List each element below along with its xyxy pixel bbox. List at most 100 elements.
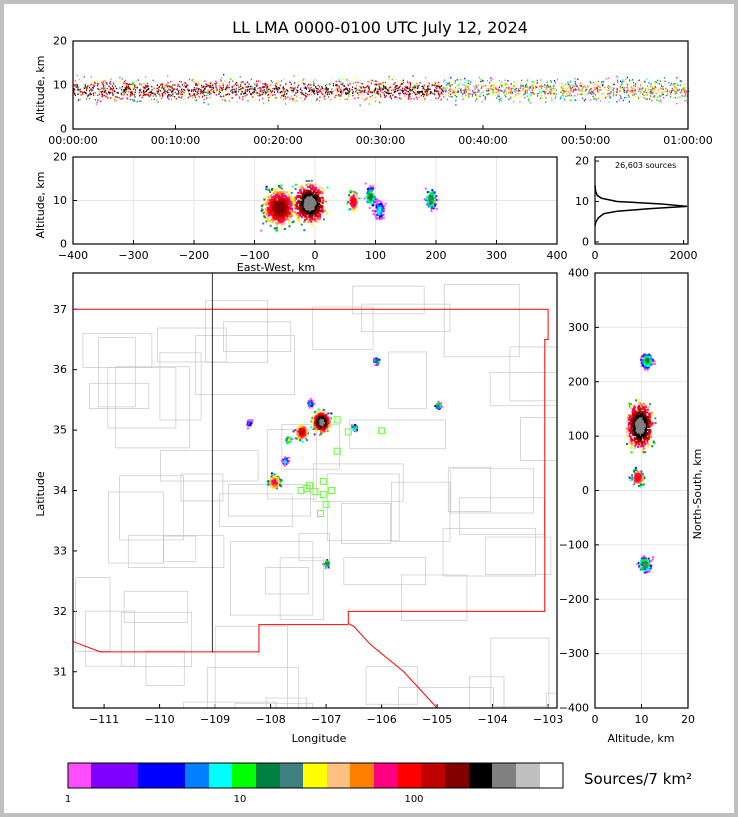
density-cell <box>447 82 449 85</box>
density-cell <box>655 93 657 96</box>
density-cell <box>384 202 387 205</box>
density-cell <box>271 221 274 224</box>
density-cell <box>658 90 660 93</box>
density-cell <box>357 81 359 84</box>
density-cell <box>388 78 390 80</box>
density-cell <box>247 85 250 88</box>
density-cell <box>489 89 491 91</box>
density-cell <box>116 96 118 98</box>
density-cell <box>465 94 467 96</box>
density-cell <box>312 191 315 194</box>
density-cell <box>322 408 325 411</box>
density-cell <box>185 82 187 85</box>
density-cell <box>397 87 399 89</box>
density-cell <box>368 197 371 200</box>
density-cell <box>326 88 328 90</box>
county-border <box>127 534 225 568</box>
density-cell <box>323 429 326 432</box>
density-cell <box>308 87 310 89</box>
density-cell <box>680 80 682 83</box>
density-cell <box>579 85 581 87</box>
density-cell <box>280 221 283 224</box>
density-cell <box>683 87 685 89</box>
density-cell <box>187 96 190 99</box>
density-cell <box>299 209 302 211</box>
density-cell <box>347 84 349 87</box>
density-cell <box>370 193 373 196</box>
density-cell <box>327 412 330 415</box>
density-cell <box>630 86 632 88</box>
density-cell <box>638 97 640 100</box>
density-cell <box>325 86 327 89</box>
density-cell <box>117 92 119 94</box>
density-cell <box>376 213 379 216</box>
density-cell <box>99 93 101 96</box>
density-cell <box>139 88 141 91</box>
density-cell <box>521 89 523 91</box>
density-cell <box>669 93 671 96</box>
density-cell <box>102 99 104 101</box>
density-cell <box>601 84 603 86</box>
density-cell <box>390 92 392 95</box>
density-cell <box>127 98 129 100</box>
density-cell <box>507 80 509 82</box>
density-cell <box>468 94 470 97</box>
density-cell <box>492 82 494 84</box>
density-cell <box>362 85 364 88</box>
density-cell <box>299 202 302 205</box>
density-cell <box>285 83 287 85</box>
density-cell <box>170 80 172 83</box>
density-cell <box>555 89 557 91</box>
density-cell <box>272 87 274 90</box>
density-cell <box>287 96 289 98</box>
density-cell <box>310 84 312 86</box>
density-cell <box>612 93 614 96</box>
x-tick-label: 300 <box>486 249 507 262</box>
density-cell <box>608 88 610 90</box>
density-cell <box>509 92 512 94</box>
density-cell <box>332 82 334 85</box>
density-cell <box>295 212 298 215</box>
density-cell <box>595 81 597 83</box>
density-cell <box>288 211 291 213</box>
density-cell <box>325 421 328 424</box>
density-cell <box>300 200 303 203</box>
density-cell <box>294 183 297 186</box>
density-cell <box>118 97 120 99</box>
density-cell <box>265 84 267 87</box>
density-cell <box>382 207 385 210</box>
density-cell <box>430 197 433 200</box>
density-cell <box>561 94 564 96</box>
density-cell <box>191 97 193 99</box>
density-cell <box>180 97 182 99</box>
density-cell <box>464 84 466 87</box>
density-cell <box>307 432 310 435</box>
density-cell <box>317 218 320 221</box>
density-cell <box>321 424 324 427</box>
density-cell <box>528 87 530 89</box>
density-cell <box>514 91 517 93</box>
density-cell <box>112 94 114 96</box>
density-cell <box>684 99 686 102</box>
density-cell <box>424 88 426 91</box>
density-cell <box>390 89 392 92</box>
density-cell <box>346 89 348 91</box>
density-cell <box>311 185 314 188</box>
density-cell <box>501 90 503 92</box>
density-cell <box>171 90 173 93</box>
density-cell <box>477 84 479 87</box>
density-cell <box>659 80 662 82</box>
density-cell <box>177 93 180 95</box>
density-cell <box>400 79 402 81</box>
density-cell <box>304 211 307 214</box>
density-cell <box>168 98 170 100</box>
density-cell <box>449 93 452 95</box>
density-cell <box>293 98 295 100</box>
density-cell <box>323 96 325 99</box>
density-cell <box>481 80 483 83</box>
density-cell <box>433 90 436 93</box>
density-cell <box>340 82 342 84</box>
density-cell <box>406 93 408 95</box>
density-cell <box>145 76 147 78</box>
density-cell <box>394 86 396 89</box>
